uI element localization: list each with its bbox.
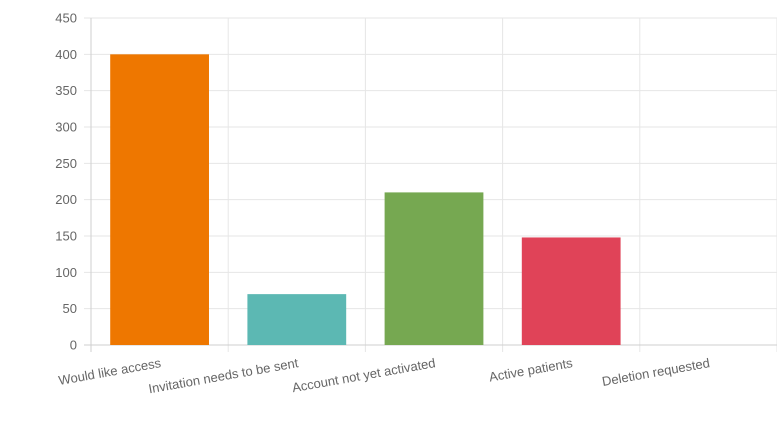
y-axis-tick-labels: 0 50 100 150 200 250 300 350 400 450 xyxy=(55,11,77,353)
bar[interactable] xyxy=(247,294,347,345)
y-tick-label: 250 xyxy=(55,156,77,171)
y-tick-label: 150 xyxy=(55,229,77,244)
y-tick-label: 350 xyxy=(55,83,77,98)
x-category-label: Deletion requested xyxy=(601,355,711,389)
x-category-label: Active patients xyxy=(488,355,574,385)
y-tick-label: 200 xyxy=(55,192,77,207)
bar[interactable] xyxy=(110,54,209,345)
x-category-label: Invitation needs to be sent xyxy=(147,355,299,396)
x-category-label: Account not yet activated xyxy=(291,355,437,395)
bars xyxy=(110,54,621,345)
y-tick-label: 50 xyxy=(63,301,77,316)
bar[interactable] xyxy=(521,237,621,345)
y-tick-label: 450 xyxy=(55,11,77,26)
y-tick-label: 100 xyxy=(55,265,77,280)
y-tick-label: 400 xyxy=(55,47,77,62)
y-tick-label: 300 xyxy=(55,120,77,135)
bar[interactable] xyxy=(384,192,484,345)
y-tick-label: 0 xyxy=(70,338,77,353)
